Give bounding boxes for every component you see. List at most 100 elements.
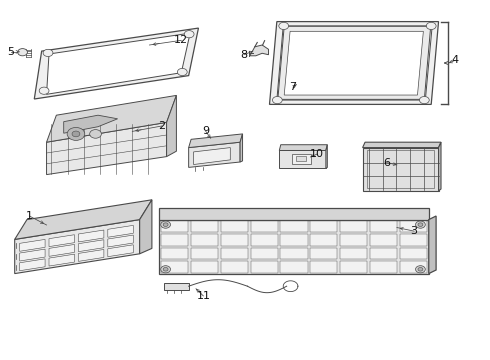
Circle shape: [279, 22, 289, 30]
Circle shape: [161, 221, 171, 228]
Polygon shape: [250, 45, 269, 56]
Polygon shape: [108, 235, 133, 247]
Polygon shape: [284, 31, 423, 95]
Text: 4: 4: [451, 55, 458, 66]
Polygon shape: [439, 142, 441, 191]
Polygon shape: [108, 245, 133, 257]
Polygon shape: [280, 234, 308, 246]
Text: 7: 7: [290, 82, 296, 92]
Text: 10: 10: [310, 149, 324, 159]
Polygon shape: [164, 283, 189, 290]
Polygon shape: [278, 26, 431, 99]
Polygon shape: [15, 200, 152, 239]
Polygon shape: [78, 240, 104, 252]
Polygon shape: [250, 261, 277, 273]
Polygon shape: [191, 221, 218, 232]
Polygon shape: [47, 33, 190, 94]
Circle shape: [39, 87, 49, 94]
Polygon shape: [189, 134, 243, 148]
Polygon shape: [311, 221, 338, 232]
Polygon shape: [191, 261, 218, 273]
Polygon shape: [280, 221, 308, 232]
Polygon shape: [20, 259, 45, 271]
Polygon shape: [64, 115, 118, 133]
Polygon shape: [279, 150, 326, 168]
Polygon shape: [400, 248, 427, 259]
Text: 3: 3: [411, 226, 417, 236]
Polygon shape: [270, 22, 439, 104]
Circle shape: [43, 49, 53, 57]
Polygon shape: [429, 216, 436, 274]
Circle shape: [184, 31, 194, 38]
Polygon shape: [159, 220, 429, 274]
Polygon shape: [159, 208, 429, 220]
Polygon shape: [311, 248, 338, 259]
Circle shape: [18, 49, 27, 56]
Polygon shape: [108, 225, 133, 237]
Polygon shape: [370, 234, 397, 246]
Polygon shape: [140, 200, 152, 254]
Circle shape: [67, 127, 85, 140]
Polygon shape: [78, 249, 104, 261]
Polygon shape: [34, 28, 198, 99]
Text: 11: 11: [196, 291, 210, 301]
Polygon shape: [311, 261, 338, 273]
Polygon shape: [49, 244, 74, 256]
Text: 2: 2: [158, 121, 165, 131]
Circle shape: [272, 96, 282, 104]
Polygon shape: [20, 249, 45, 261]
Polygon shape: [220, 234, 247, 246]
Polygon shape: [161, 221, 188, 232]
Polygon shape: [161, 234, 188, 246]
Circle shape: [177, 68, 187, 76]
Polygon shape: [363, 142, 441, 148]
Circle shape: [72, 131, 80, 137]
Polygon shape: [220, 261, 247, 273]
Polygon shape: [296, 156, 306, 161]
Polygon shape: [220, 248, 247, 259]
Polygon shape: [370, 261, 397, 273]
Polygon shape: [326, 145, 327, 168]
Polygon shape: [189, 142, 240, 167]
Circle shape: [418, 223, 423, 226]
Polygon shape: [161, 261, 188, 273]
Polygon shape: [279, 145, 327, 150]
Circle shape: [418, 267, 423, 271]
Polygon shape: [280, 248, 308, 259]
Polygon shape: [49, 235, 74, 247]
Polygon shape: [250, 221, 277, 232]
Polygon shape: [341, 234, 368, 246]
Polygon shape: [167, 95, 176, 157]
Text: 8: 8: [241, 50, 247, 60]
Polygon shape: [370, 221, 397, 232]
Circle shape: [416, 266, 425, 273]
Polygon shape: [250, 248, 277, 259]
Circle shape: [90, 130, 101, 138]
Polygon shape: [240, 134, 243, 162]
Polygon shape: [400, 221, 427, 232]
Polygon shape: [250, 234, 277, 246]
Text: 1: 1: [26, 211, 33, 221]
Polygon shape: [78, 230, 104, 242]
Polygon shape: [400, 261, 427, 273]
Text: 6: 6: [384, 158, 391, 168]
Circle shape: [161, 266, 171, 273]
Polygon shape: [277, 26, 432, 100]
Polygon shape: [194, 148, 230, 165]
Polygon shape: [370, 248, 397, 259]
Text: 9: 9: [202, 126, 209, 136]
Polygon shape: [341, 221, 368, 232]
Circle shape: [426, 22, 436, 30]
Circle shape: [419, 96, 429, 104]
Polygon shape: [341, 248, 368, 259]
Polygon shape: [15, 220, 140, 274]
Polygon shape: [341, 261, 368, 273]
Text: 5: 5: [7, 47, 14, 57]
Polygon shape: [220, 221, 247, 232]
Polygon shape: [280, 261, 308, 273]
Circle shape: [163, 267, 168, 271]
Polygon shape: [400, 234, 427, 246]
Polygon shape: [191, 234, 218, 246]
Polygon shape: [47, 122, 167, 175]
Polygon shape: [363, 148, 439, 191]
